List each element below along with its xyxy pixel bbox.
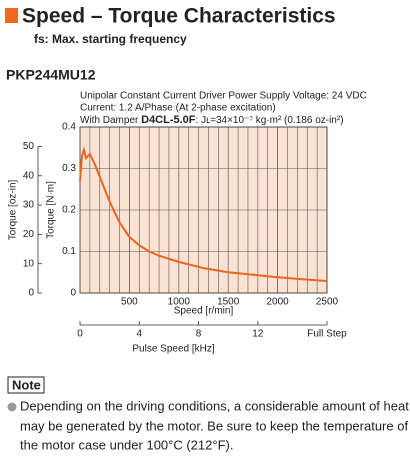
x-tick-label: 2000 xyxy=(266,297,289,308)
y-tick-label: 0.3 xyxy=(62,163,76,174)
x2-tick-label: 0 xyxy=(77,329,83,340)
x-tick-label: 2500 xyxy=(316,297,339,308)
y2-tick-label: 50 xyxy=(23,141,35,152)
torque-curve xyxy=(79,146,328,282)
note-box xyxy=(7,376,45,394)
y-tick-label: 0 xyxy=(70,288,76,299)
y2-tick-label: 40 xyxy=(23,170,35,181)
y2-tick-label: 10 xyxy=(23,258,35,269)
condition: Current: 1.2 A/Phase (At 2-phase excitat… xyxy=(80,103,276,114)
damper-part: D4CL-5.0F xyxy=(141,114,196,126)
y-axis-title: Torque [N·m] xyxy=(46,181,57,239)
y2-tick-label: 20 xyxy=(23,229,35,240)
x2-tick-label: 8 xyxy=(196,329,202,340)
plot-frame xyxy=(79,126,328,294)
damper-prefix: With Damper xyxy=(80,115,141,126)
note-line: the motor case under 100°C (212°F). xyxy=(20,437,233,452)
x-tick-label: 500 xyxy=(121,297,138,308)
x2-tick-label: 4 xyxy=(136,329,142,340)
y-tick-label: 0.4 xyxy=(62,122,76,133)
subtitle: fs: Max. starting frequency xyxy=(34,32,187,46)
x-tick-label: 1000 xyxy=(168,297,191,308)
condition: Unipolar Constant Current Driver Power S… xyxy=(80,91,367,102)
y2-tick-label: 0 xyxy=(28,288,34,299)
x2-axis-title: Pulse Speed [kHz] xyxy=(132,344,214,355)
x2-end-label: Full Step xyxy=(307,329,347,340)
x-axis-title: Speed [r/min] xyxy=(174,306,234,317)
damper-suffix: : Jʟ=34×10⁻⁷ kg·m² (0.186 oz-in²) xyxy=(196,115,344,126)
x-tick-label: 1500 xyxy=(217,297,240,308)
title: Speed – Torque Characteristics xyxy=(22,5,336,28)
note-label: Note xyxy=(12,377,41,392)
bullet xyxy=(7,402,17,412)
damper: With Damper D4CL-5.0F: Jʟ=34×10⁻⁷ kg·m² … xyxy=(80,114,344,126)
note-line: Depending on the driving conditions, a c… xyxy=(20,398,409,413)
model: PKP244MU12 xyxy=(6,67,96,83)
y-tick-label: 0.2 xyxy=(62,205,76,216)
x2-tick-label: 12 xyxy=(252,329,264,340)
y2-axis-title: Torque [oz-in] xyxy=(8,179,19,240)
y2-tick-label: 30 xyxy=(23,200,35,211)
note-line: may be generated by the motor. Be sure t… xyxy=(20,418,408,433)
y-tick-label: 0.1 xyxy=(62,246,76,257)
title-marker xyxy=(5,8,18,23)
